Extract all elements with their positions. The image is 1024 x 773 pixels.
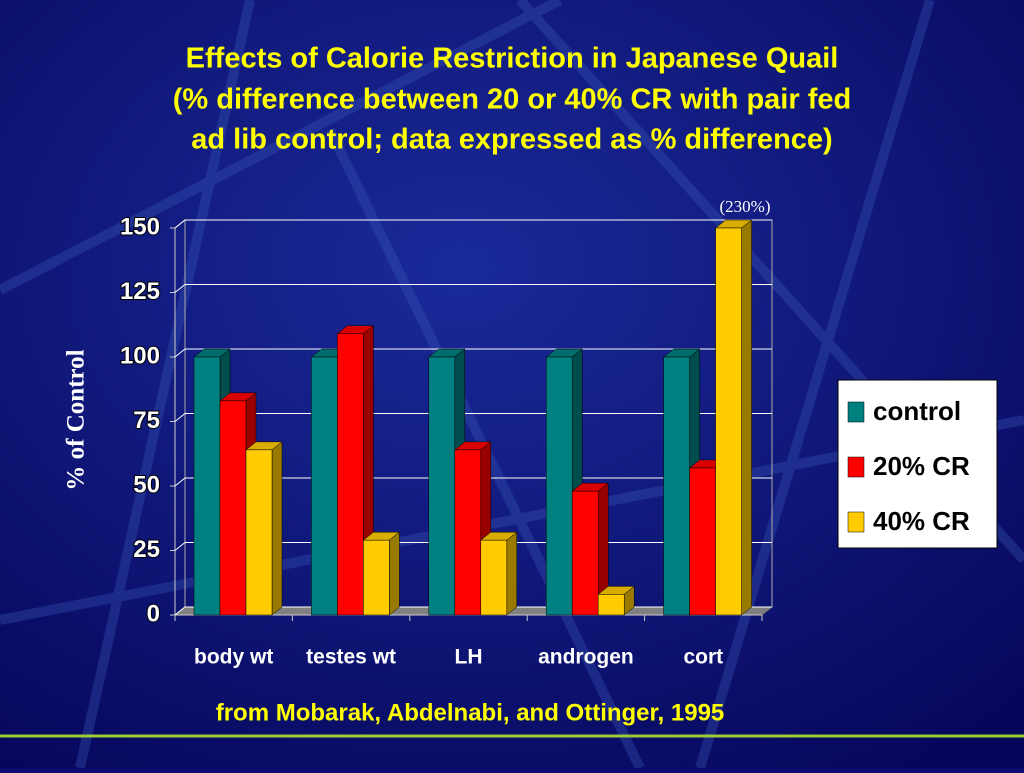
legend-label: control	[873, 396, 961, 426]
bar-side	[389, 531, 400, 616]
legend-swatch	[847, 456, 865, 478]
annotation: (230%)	[720, 197, 771, 216]
y-axis-label: % of Control	[63, 349, 90, 490]
bar	[193, 356, 221, 616]
bar	[245, 449, 273, 616]
bar	[689, 467, 716, 616]
x-tick-label: cort	[683, 646, 723, 669]
bar	[454, 449, 482, 616]
source: from Mobarak, Abdelnabi, and Ottinger, 1…	[216, 699, 725, 726]
bar	[597, 594, 625, 616]
x-tick-label: LH	[455, 646, 483, 669]
bar	[663, 356, 690, 616]
x-tick-label: testes wt	[306, 646, 396, 669]
x-tick-label: androgen	[538, 646, 634, 669]
grid-line	[174, 219, 772, 229]
bar	[545, 356, 573, 616]
bar-side	[506, 531, 518, 616]
bar	[428, 356, 456, 616]
legend-swatch	[847, 511, 865, 533]
grid-line	[174, 284, 772, 293]
y-tick-label: 75	[133, 407, 160, 434]
bar	[715, 227, 742, 616]
legend-swatch	[847, 401, 865, 423]
bar-side	[271, 441, 283, 616]
y-tick-label: 125	[120, 278, 160, 305]
bar	[219, 400, 247, 616]
y-tick-label: 100	[120, 342, 160, 369]
bar	[363, 539, 390, 616]
y-tick-label: 25	[133, 536, 160, 563]
title: Effects of Calorie Restriction in Japane…	[186, 43, 839, 75]
bar-side	[741, 219, 752, 616]
title: ad lib control; data expressed as % diff…	[191, 124, 832, 156]
legend-label: 20% CR	[873, 451, 970, 481]
title: (% difference between 20 or 40% CR with …	[173, 84, 851, 116]
x-tick-label: body wt	[194, 646, 273, 669]
y-tick-label: 150	[120, 213, 160, 240]
bar	[571, 490, 599, 616]
bar	[311, 356, 338, 616]
legend-label: 40% CR	[873, 506, 970, 536]
bar	[337, 333, 364, 616]
legend-box	[837, 379, 998, 549]
y-tick-label: 50	[133, 471, 160, 498]
y-tick-label: 0	[147, 600, 160, 627]
bar	[480, 539, 508, 616]
